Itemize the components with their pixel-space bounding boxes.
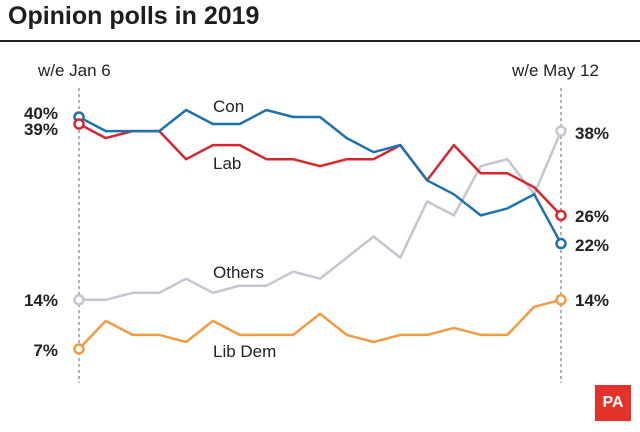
series-label-lab: Lab xyxy=(213,154,241,173)
series-line-lab xyxy=(78,122,562,217)
marker-start-others xyxy=(73,294,85,306)
end-value-lib-dem: 14% xyxy=(575,291,609,310)
start-value-lab: 39% xyxy=(24,120,58,139)
series-line-con xyxy=(78,108,563,245)
x-end-label: w/e May 12 xyxy=(512,61,599,80)
pa-logo: PA xyxy=(595,385,631,421)
end-value-lab: 26% xyxy=(575,207,609,226)
end-value-con: 22% xyxy=(575,236,609,255)
series-label-lib-dem: Lib Dem xyxy=(213,342,276,361)
title-divider xyxy=(0,40,640,42)
marker-end-lab xyxy=(555,209,567,222)
start-value-lib-dem: 7% xyxy=(33,341,58,360)
start-value-others: 14% xyxy=(24,291,58,310)
marker-end-con xyxy=(555,237,567,250)
x-start-label: w/e Jan 6 xyxy=(38,61,111,80)
chart-title: Opinion polls in 2019 xyxy=(8,2,260,30)
series-label-others: Others xyxy=(213,263,264,282)
series-label-con: Con xyxy=(213,97,244,116)
start-value-con: 40% xyxy=(24,104,58,123)
end-value-others: 38% xyxy=(575,124,609,143)
marker-start-lib-dem xyxy=(73,343,85,355)
marker-end-lib-dem xyxy=(555,294,567,306)
marker-start-lab xyxy=(73,118,85,130)
series-line-lib-dem xyxy=(78,298,562,350)
marker-end-others xyxy=(555,125,567,137)
series-line-others xyxy=(79,130,563,302)
